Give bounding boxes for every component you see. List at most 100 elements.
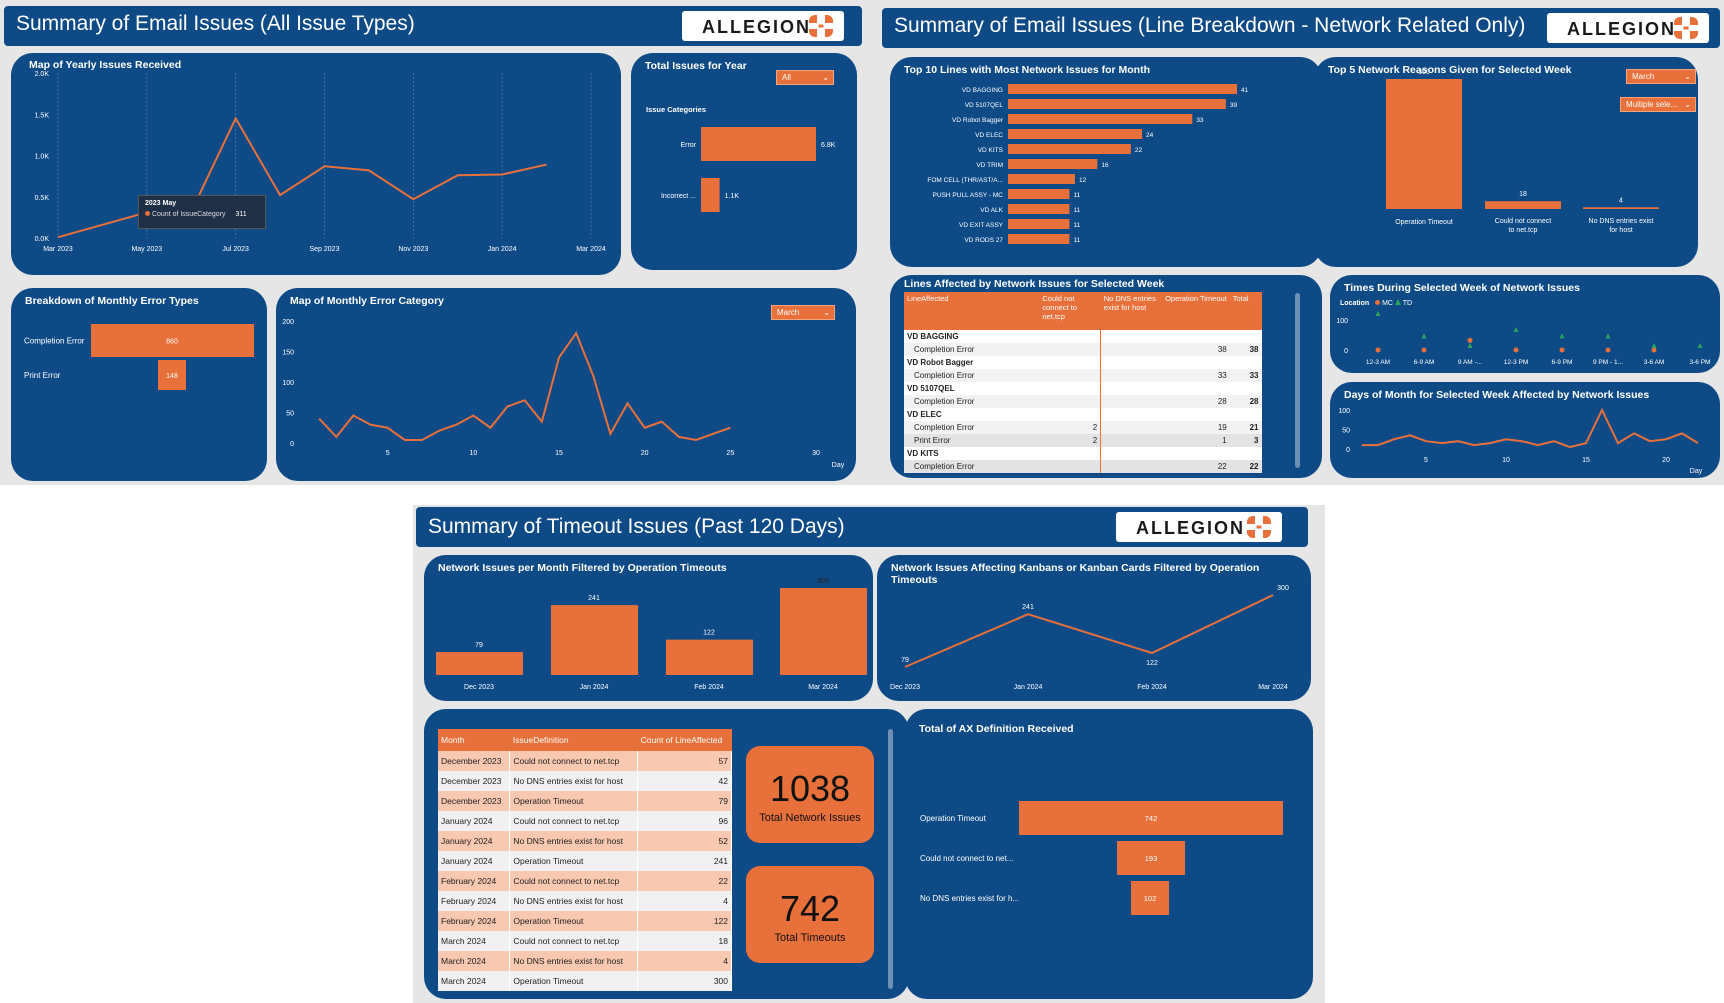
table-row: February 2024 Operation Timeout 122 [438, 911, 732, 931]
line-value-label: 11 [1073, 207, 1080, 214]
x-tick-label: 15 [1582, 457, 1590, 464]
tooltip-label: Count of IssueCategory [151, 211, 226, 218]
y-tick-label: 100 [1338, 408, 1350, 415]
reason-bar [1583, 207, 1659, 209]
table-cell [1100, 460, 1163, 473]
allegion-mark-icon [809, 15, 833, 37]
category-bar [701, 127, 816, 161]
line-label: VD ALK [980, 207, 1003, 214]
y-tick-label: 0.5K [35, 195, 50, 202]
tooltip-value: 311 [235, 211, 247, 218]
bar-value-label: 860 [166, 339, 178, 346]
table-cell: December 2023 [438, 751, 511, 771]
table-cell: 96 [637, 811, 732, 831]
table-row: February 2024 No DNS entries exist for ho… [438, 891, 732, 911]
line-value-label: 11 [1073, 192, 1080, 199]
reason-label: for host [1609, 227, 1632, 234]
table-row: VD 5107QEL [904, 382, 1262, 395]
table-cell: Completion Error [904, 343, 1040, 356]
y-tick-label: 50 [1342, 428, 1350, 435]
dashboard-3-title: Summary of Timeout Issues (Past 120 Days… [428, 515, 845, 538]
line-bar [1008, 84, 1237, 94]
month-label: Mar 2024 [1258, 684, 1288, 691]
td-point [1651, 343, 1657, 348]
table-cell: VD Robot Bagger [904, 356, 1040, 369]
definition-bar [1117, 841, 1185, 875]
mc-point [1375, 347, 1381, 353]
table-cell: No DNS entries exist for host [509, 831, 639, 851]
line-label: VD 5107QEL [965, 102, 1004, 109]
table-row: Completion Error 38 38 [904, 343, 1262, 356]
definition-label: No DNS entries exist for h... [920, 894, 1019, 903]
x-tick-label: May 2023 [131, 246, 162, 253]
month-label: Feb 2024 [694, 684, 724, 691]
table-cell [1162, 330, 1230, 343]
table-cell [1229, 356, 1262, 369]
line-label: VD Robot Bagger [952, 117, 1004, 124]
line-label: VD EXIT ASSY [959, 222, 1004, 229]
table-row: Print Error 2 1 3 [904, 434, 1262, 447]
table-cell [1229, 382, 1262, 395]
lines-affected-table: LineAffected Could not connect to net.tcp… [904, 292, 1262, 473]
table-cell: 42 [637, 771, 732, 791]
table-cell [1100, 395, 1163, 408]
x-tick-label: Jan 2024 [488, 246, 517, 253]
table-cell: December 2023 [438, 771, 511, 791]
allegion-mark-icon [1674, 17, 1698, 39]
x-tick-label: Mar 2024 [576, 246, 606, 253]
table-cell: VD ELEC [904, 408, 1040, 421]
x-tick-label: Sep 2023 [310, 246, 340, 253]
kpi-label: Total Timeouts [774, 932, 846, 944]
legend-title: Location [1340, 300, 1370, 307]
month-value-label: 241 [588, 595, 600, 602]
x-tick-label: 10 [1502, 457, 1510, 464]
y-tick-label: 50 [286, 411, 294, 418]
table-cell: 241 [637, 851, 732, 871]
table-header-cell[interactable]: IssueDefinition [509, 729, 638, 751]
month-dropdown[interactable]: March ⌄ [771, 305, 835, 320]
table-cell: March 2024 [438, 931, 511, 951]
table-header-cell[interactable]: LineAffected [904, 292, 1040, 330]
table-cell [1100, 447, 1163, 460]
dashboard-1-title-bar: Summary of Email Issues (All Issue Types… [4, 6, 862, 46]
table-cell [1100, 369, 1163, 382]
definition-value-label: 102 [1144, 894, 1157, 903]
top5-week-dropdown[interactable]: Multiple sele... ⌄ [1620, 97, 1696, 112]
table-cell: 1 [1162, 434, 1230, 447]
table-header-cell[interactable]: Total [1229, 292, 1262, 330]
definition-table-scrollbar[interactable] [888, 729, 893, 989]
lines-table-scrollbar[interactable] [1295, 293, 1300, 468]
chevron-down-icon: ⌄ [1684, 72, 1691, 81]
td-point [1375, 311, 1381, 316]
table-header-cell[interactable]: Count of LineAffected [637, 729, 732, 751]
lines-affected-card: Lines Affected by Network Issues for Sel… [890, 275, 1322, 478]
table-header-cell[interactable]: Operation Timeout [1162, 292, 1230, 330]
x-axis-unit: Day [1690, 468, 1703, 475]
monthly-error-category-title: Map of Monthly Error Category [290, 295, 445, 307]
table-header-cell[interactable]: Could not connect to net.tcp [1039, 292, 1101, 330]
days-month-title: Days of Month for Selected Week Affected… [1344, 389, 1650, 401]
td-point [1697, 343, 1703, 348]
kanban-line [904, 594, 1274, 668]
definition-value-label: 193 [1145, 854, 1158, 863]
legend-mc: MC [1382, 300, 1393, 307]
table-cell: Completion Error [904, 395, 1040, 408]
table-cell [1039, 369, 1102, 382]
top5-month-dropdown[interactable]: March ⌄ [1626, 69, 1696, 84]
mc-point [1421, 347, 1427, 353]
month-label: Dec 2023 [890, 684, 920, 691]
table-header-cell[interactable]: Month [438, 729, 510, 751]
table-row: February 2024 Could not connect to net.tc… [438, 871, 732, 891]
x-tick-label: 25 [726, 450, 734, 457]
table-cell: March 2024 [438, 971, 511, 991]
table-cell: 22 [1229, 460, 1262, 473]
table-header-cell[interactable]: No DNS entries exist for host [1100, 292, 1163, 330]
top5-month-value: March [1632, 72, 1655, 81]
table-cell: VD KITS [904, 447, 1040, 460]
monthly-category-line [318, 331, 731, 441]
time-label: 3-6 PM [1690, 359, 1711, 366]
year-dropdown[interactable]: All ⌄ [776, 70, 834, 85]
table-cell: Operation Timeout [509, 971, 639, 991]
table-cell [1162, 408, 1230, 421]
table-cell [1100, 356, 1163, 369]
